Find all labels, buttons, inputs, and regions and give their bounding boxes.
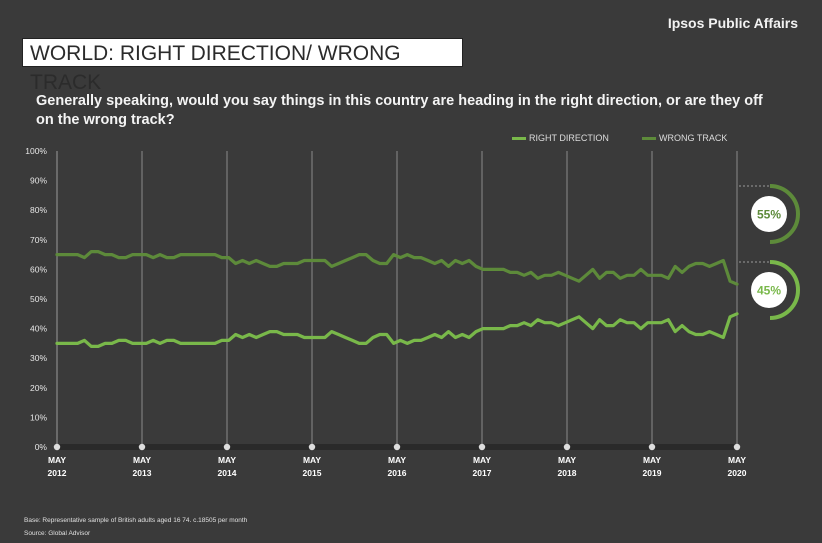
series-line-wrong-track bbox=[55, 250, 739, 286]
footnote-base: Base: Representative sample of British a… bbox=[24, 517, 248, 524]
brand-name: Ipsos Public Affairs bbox=[667, 15, 798, 31]
callout-right-direction-ring bbox=[769, 260, 800, 320]
x-tick-year: 2015 bbox=[303, 468, 322, 478]
x-tick-dot bbox=[563, 443, 571, 451]
y-tick-label: 10% bbox=[30, 412, 47, 422]
x-tick-month: MAY bbox=[728, 455, 746, 465]
x-tick-month: MAY bbox=[218, 455, 236, 465]
x-tick-month: MAY bbox=[303, 455, 321, 465]
x-tick-dot bbox=[478, 443, 486, 451]
y-tick-label: 70% bbox=[30, 235, 47, 245]
x-tick-dot bbox=[308, 443, 316, 451]
x-tick-year: 2014 bbox=[218, 468, 237, 478]
y-tick-label: 30% bbox=[30, 353, 47, 363]
legend-swatch-right-direction bbox=[512, 136, 526, 140]
x-tick-month: MAY bbox=[643, 455, 661, 465]
y-tick-label: 90% bbox=[30, 176, 47, 186]
footnote-source: Source: Global Advisor bbox=[24, 530, 91, 537]
x-tick-month: MAY bbox=[388, 455, 406, 465]
x-tick-month: MAY bbox=[48, 455, 66, 465]
legend-item-right-direction: RIGHT DIRECTION bbox=[512, 133, 609, 143]
x-tick-year: 2016 bbox=[388, 468, 407, 478]
x-tick-month: MAY bbox=[473, 455, 491, 465]
x-tick-year: 2017 bbox=[473, 468, 492, 478]
y-tick-label: 0% bbox=[35, 442, 48, 452]
legend-label-right-direction: RIGHT DIRECTION bbox=[529, 133, 609, 143]
x-tick-month: MAY bbox=[558, 455, 576, 465]
legend-item-wrong-track: WRONG TRACK bbox=[642, 133, 727, 143]
page-title: WORLD: RIGHT DIRECTION/ WRONG TRACK bbox=[22, 38, 463, 94]
x-tick-dot bbox=[223, 443, 231, 451]
legend-label-wrong-track: WRONG TRACK bbox=[659, 133, 728, 143]
x-tick-year: 2018 bbox=[558, 468, 577, 478]
y-tick-label: 60% bbox=[30, 264, 47, 274]
y-tick-label: 40% bbox=[30, 324, 47, 334]
x-tick-year: 2012 bbox=[48, 468, 67, 478]
x-tick-year: 2013 bbox=[133, 468, 152, 478]
legend-swatch-wrong-track bbox=[642, 136, 656, 140]
callout-wrong-track-value: 55% bbox=[757, 208, 781, 222]
x-tick-dot bbox=[733, 443, 741, 451]
x-tick-dot bbox=[393, 443, 401, 451]
x-tick-dot bbox=[138, 443, 146, 451]
x-tick-dot bbox=[53, 443, 61, 451]
y-tick-label: 20% bbox=[30, 383, 47, 393]
y-tick-label: 50% bbox=[30, 294, 47, 304]
y-tick-label: 100% bbox=[25, 146, 47, 156]
x-tick-month: MAY bbox=[133, 455, 151, 465]
series-line-right-direction bbox=[55, 312, 739, 348]
y-tick-label: 80% bbox=[30, 205, 47, 215]
x-tick-year: 2019 bbox=[643, 468, 662, 478]
callout-right-direction-value: 45% bbox=[757, 284, 781, 298]
callout-right-direction-bubble bbox=[751, 272, 787, 308]
survey-question: Generally speaking, would you say things… bbox=[36, 93, 763, 128]
callout-wrong-track-bubble bbox=[751, 196, 787, 232]
x-tick-dot bbox=[648, 443, 656, 451]
x-tick-year: 2020 bbox=[728, 468, 747, 478]
callout-wrong-track-ring bbox=[769, 184, 800, 244]
